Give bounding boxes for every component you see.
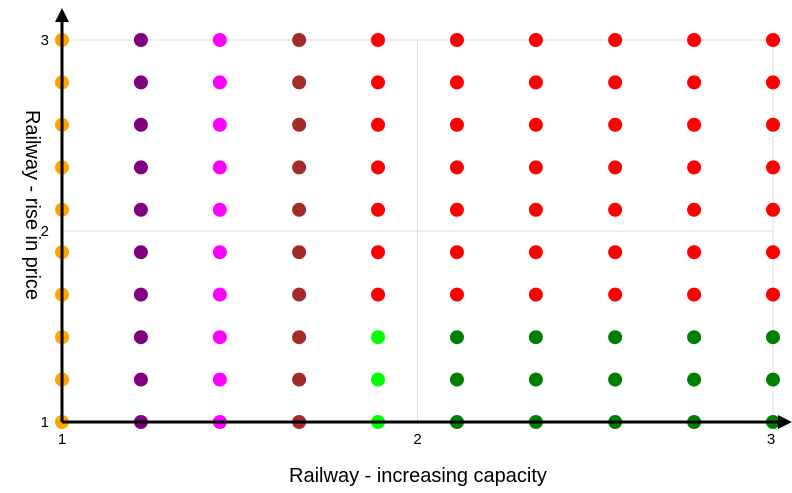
data-point [687,202,702,217]
data-point [687,372,702,387]
data-point [292,372,307,387]
data-point [292,330,307,345]
data-point [608,245,623,260]
data-point [608,33,623,47]
data-point [212,75,227,90]
data-point [608,372,623,387]
data-point [133,75,148,90]
data-point [687,117,702,132]
data-point [371,330,386,345]
data-point [766,330,780,345]
data-point [449,330,464,345]
data-point [212,33,227,47]
data-point [766,202,780,217]
data-point [133,33,148,47]
data-point [292,160,307,175]
data-point [608,202,623,217]
data-point [292,245,307,260]
data-point [292,33,307,47]
data-point [133,372,148,387]
data-point [687,75,702,90]
data-point [687,33,702,47]
data-point [212,245,227,260]
y-tick-label: 2 [41,223,49,240]
data-point [371,372,386,387]
data-point [687,160,702,175]
data-point [212,202,227,217]
data-point [528,160,543,175]
data-point [133,330,148,345]
data-point [766,245,780,260]
data-point [212,330,227,345]
data-point [449,372,464,387]
data-point [449,287,464,302]
data-point [212,117,227,132]
data-point [528,245,543,260]
data-point [292,202,307,217]
data-point [292,75,307,90]
data-point [608,287,623,302]
data-point [528,287,543,302]
data-point [133,160,148,175]
data-point [292,117,307,132]
grid-lines [62,39,774,422]
data-point [449,160,464,175]
data-point [608,117,623,132]
x-tick-label: 2 [413,431,421,448]
data-point [212,160,227,175]
axes [55,8,792,429]
data-point [133,287,148,302]
data-point [371,160,386,175]
data-point [528,202,543,217]
data-point [687,330,702,345]
data-point [687,245,702,260]
data-point [528,330,543,345]
data-point [133,117,148,132]
data-point [212,287,227,302]
data-point [292,287,307,302]
x-tick-label: 3 [767,431,775,448]
data-point [449,33,464,47]
x-tick-label: 1 [58,431,66,448]
data-point [371,117,386,132]
data-point [766,287,780,302]
data-point [133,245,148,260]
data-point [766,117,780,132]
data-point [608,160,623,175]
data-point [687,287,702,302]
data-point [371,75,386,90]
x-axis-title: Railway - increasing capacity [289,465,547,487]
data-point [766,160,780,175]
data-point [449,202,464,217]
data-point [371,287,386,302]
data-point [766,75,780,90]
data-point [528,33,543,47]
data-point [766,33,780,47]
data-point [449,117,464,132]
data-point [449,245,464,260]
data-point [133,202,148,217]
data-point [528,117,543,132]
data-point [371,202,386,217]
data-point [371,245,386,260]
data-point [528,75,543,90]
data-point [371,33,386,47]
y-axis-arrow [55,8,69,22]
data-point [608,330,623,345]
y-tick-label: 1 [41,414,49,431]
data-point [528,372,543,387]
data-point [766,372,780,387]
y-tick-label: 3 [41,32,49,49]
data-point [449,75,464,90]
data-point [608,75,623,90]
data-point [212,372,227,387]
x-axis-arrow [778,415,792,429]
y-axis-title: Railway - rise in price [21,110,43,300]
